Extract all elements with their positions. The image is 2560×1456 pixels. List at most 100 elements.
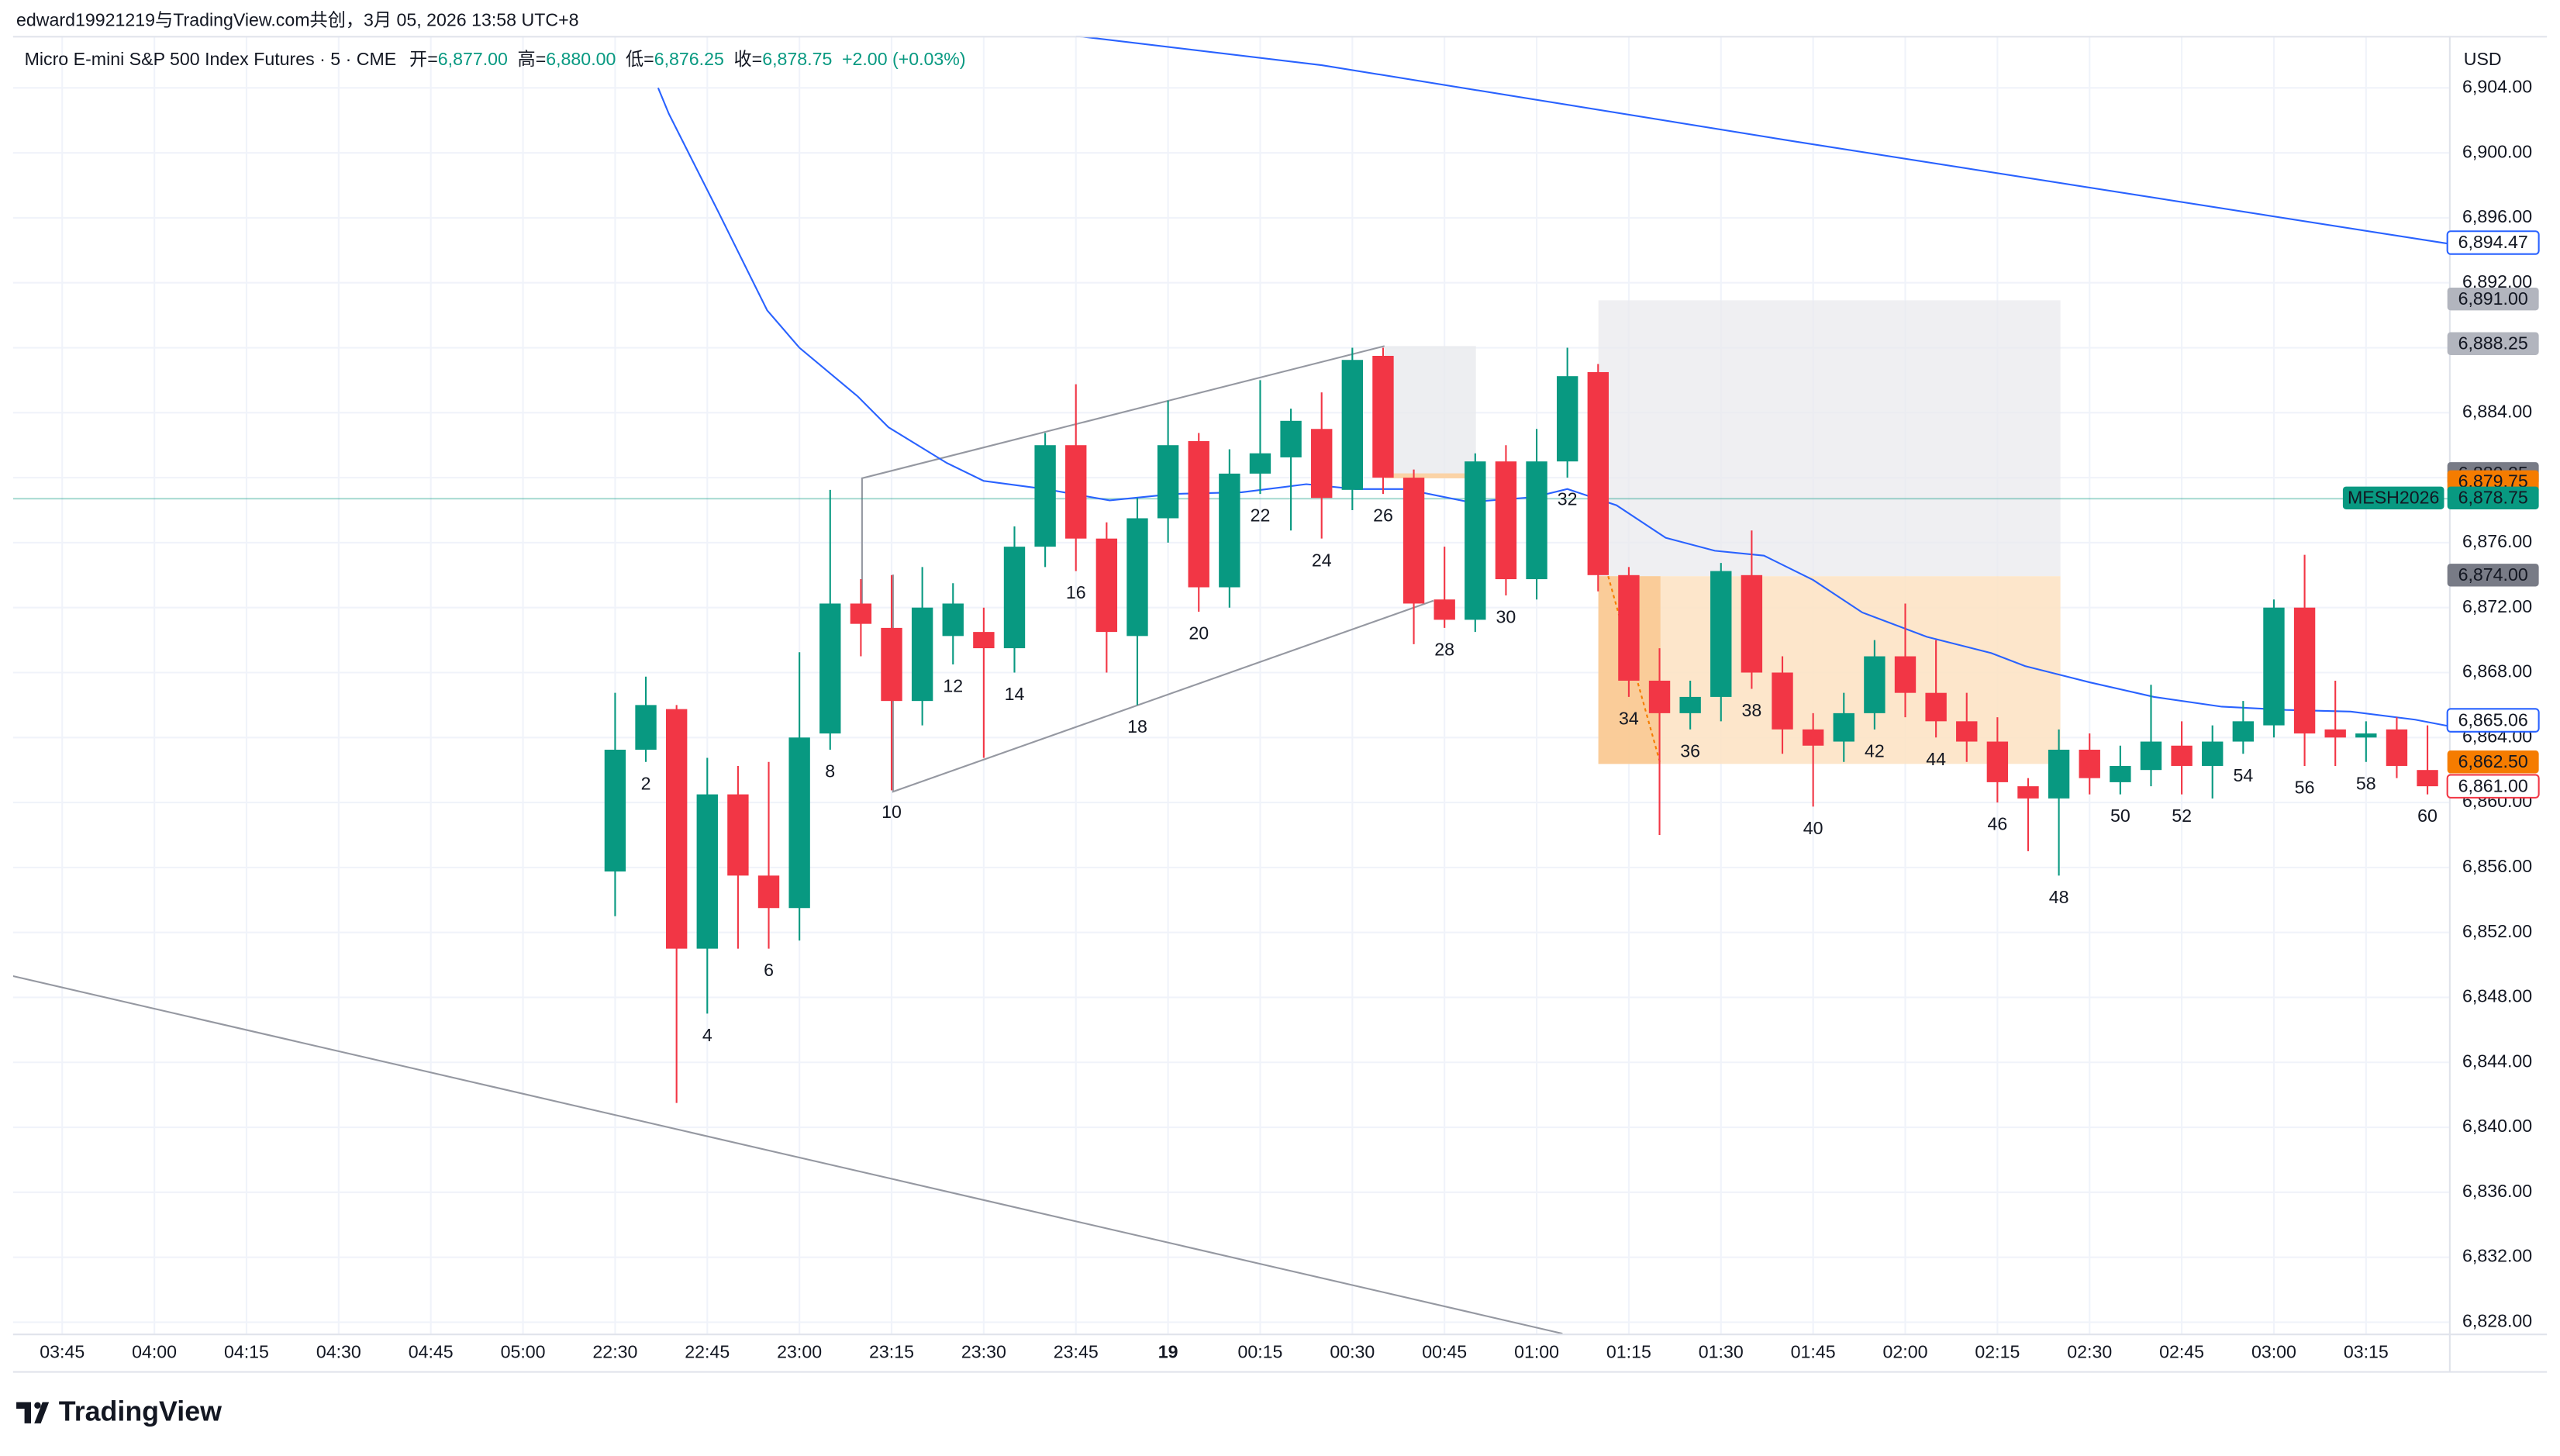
bar-number: 40	[1803, 818, 1823, 838]
candle-body	[1341, 360, 1364, 490]
candle-body	[2079, 750, 2100, 778]
bar-number: 26	[1373, 505, 1393, 526]
x-tick-label: 01:00	[1514, 1341, 1559, 1361]
candle-body	[2417, 770, 2438, 787]
candle-body	[1465, 461, 1486, 620]
x-tick-label: 03:15	[2344, 1341, 2389, 1361]
candle-body	[757, 875, 780, 909]
candle-body	[2202, 741, 2224, 766]
x-tick-label: 02:15	[1975, 1341, 2020, 1361]
bar-number: 32	[1558, 489, 1578, 509]
y-tick-label: 6,904.00	[2462, 76, 2532, 96]
candle-body	[1956, 721, 1978, 742]
price-tag-box	[2446, 230, 2540, 255]
ohlc-label: 低=	[626, 49, 654, 69]
price-tag-box	[2446, 774, 2540, 799]
bar-number: 58	[2356, 773, 2376, 793]
bar-number: 6	[764, 960, 774, 980]
candle-body	[1772, 672, 1793, 730]
candle-body	[973, 632, 995, 649]
price-tag: 6,861.00	[2446, 774, 2540, 799]
candle-body	[911, 607, 933, 702]
candle-body	[788, 737, 810, 909]
price-tag-label: 6,891.00	[2458, 288, 2528, 309]
bar-number: 54	[2233, 765, 2253, 785]
candle-body	[1556, 376, 1578, 462]
candle-body	[696, 794, 718, 949]
y-tick-label: 6,832.00	[2462, 1246, 2532, 1266]
ohlc-value: 6,880.00	[546, 49, 616, 69]
bar-number: 20	[1189, 623, 1209, 643]
price-tag-label: 6,861.00	[2458, 775, 2528, 795]
x-tick-label: 19	[1158, 1341, 1178, 1361]
candle-body	[1986, 741, 2009, 782]
y-tick-label: 6,840.00	[2462, 1116, 2532, 1136]
candle-body	[1495, 461, 1517, 580]
candle-body	[1311, 429, 1333, 499]
drawings	[12, 300, 2449, 1334]
price-tag-box	[2447, 486, 2539, 510]
ohlc-label: 收=	[734, 49, 763, 69]
x-tick-label: 04:30	[316, 1341, 361, 1361]
candle-body	[665, 709, 688, 949]
candle-body	[2017, 786, 2039, 799]
candle-body	[819, 603, 841, 734]
ohlc-label: 高=	[518, 49, 547, 69]
candle-body	[1003, 547, 1026, 649]
price-tag-box	[2447, 564, 2539, 587]
legend: Micro E-mini S&P 500 Index Futures · 5 ·…	[25, 49, 966, 69]
candle-body	[2263, 607, 2285, 726]
candle-body	[1372, 356, 1394, 478]
candle-body	[1864, 656, 1885, 713]
symbol: Micro E-mini S&P 500 Index Futures · 5 ·…	[25, 49, 397, 69]
ohlc-value: 6,878.75	[762, 49, 832, 69]
price-tag-label: 6,862.50	[2458, 751, 2528, 771]
price-tag: 6,874.00	[2447, 564, 2539, 587]
candle-body	[2324, 729, 2346, 738]
bar-number: 18	[1127, 716, 1147, 737]
price-tag: 6,888.25	[2447, 332, 2539, 356]
bar-number: 56	[2295, 778, 2315, 798]
price-tag: 6,878.75 MESH2026	[2342, 486, 2539, 510]
candle-body	[942, 603, 964, 637]
y-tick-label: 6,884.00	[2462, 401, 2532, 421]
symbol-tag-box	[2342, 486, 2444, 510]
bar-number: 42	[1865, 740, 1885, 761]
bar-number: 44	[1926, 749, 1946, 769]
candle-body	[1249, 453, 1271, 474]
currency: USD	[2464, 49, 2502, 69]
y-tick-label: 6,900.00	[2462, 141, 2532, 161]
ohlc-label: 开=	[409, 49, 438, 69]
y-tick-label: 6,872.00	[2462, 596, 2532, 616]
x-tick-label: 22:30	[592, 1341, 637, 1361]
candle-body	[1065, 445, 1087, 539]
bar-number: 12	[943, 676, 963, 696]
watermark: edward19921219与TradingView.com共创，3月 05, …	[16, 9, 578, 29]
bar-number: 34	[1619, 709, 1639, 729]
bar-number: 24	[1312, 550, 1332, 570]
zone	[1384, 346, 1476, 477]
candle-body	[1741, 574, 1763, 673]
y-tick-label: 6,868.00	[2462, 661, 2532, 681]
x-tick-label: 01:15	[1606, 1341, 1651, 1361]
price-tag: 6,862.50	[2447, 750, 2539, 774]
symbol-tag-label: MESH2026	[2348, 487, 2439, 507]
candle-body	[1648, 680, 1671, 713]
candle-body	[1095, 538, 1118, 633]
candle-body	[2140, 741, 2162, 771]
candle-body	[1188, 440, 1209, 588]
price-tag-label: 6,874.00	[2458, 564, 2528, 585]
x-tick-label: 23:15	[869, 1341, 914, 1361]
y-tick-label: 6,836.00	[2462, 1181, 2532, 1201]
y-tick-label: 6,828.00	[2462, 1311, 2532, 1331]
candle-body	[1833, 712, 1854, 742]
x-tick-label: 04:00	[132, 1341, 177, 1361]
candle-body	[2110, 765, 2131, 782]
y-tick-label: 6,876.00	[2462, 531, 2532, 551]
price-tag: 6,865.06	[2446, 708, 2540, 733]
x-tick-label: 05:00	[501, 1341, 546, 1361]
candle-body	[1710, 571, 1732, 697]
x-tick-label: 22:45	[685, 1341, 730, 1361]
